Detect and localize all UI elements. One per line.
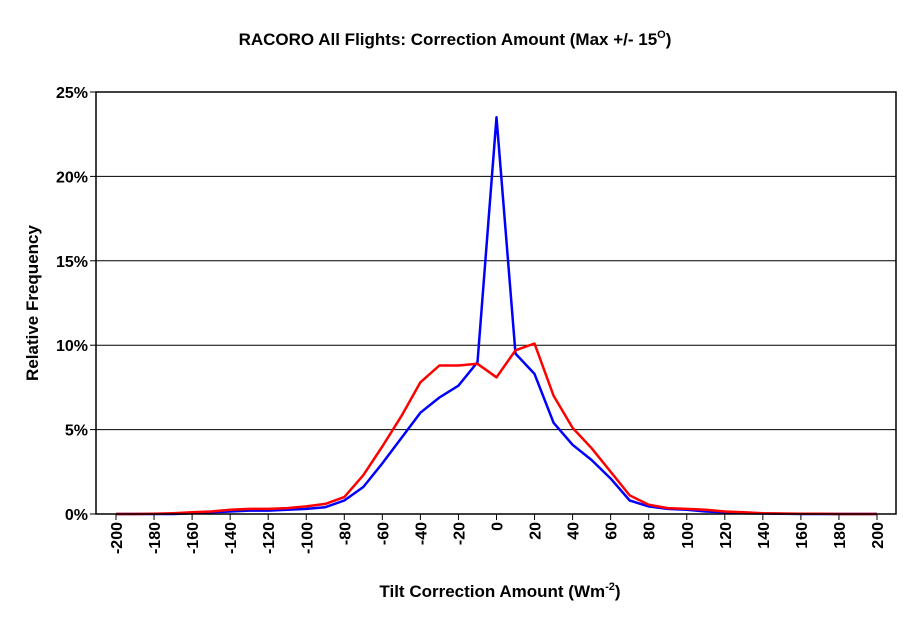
- x-tick-label: -160: [185, 522, 202, 554]
- x-tick-label: 200: [870, 522, 887, 549]
- y-tick-label: 25%: [56, 85, 88, 102]
- x-axis-ticks: -200 -180 -160 -140 -120 -100 -80 -60 -40 -20 0 20 4…: [109, 514, 887, 554]
- y-tick-label: 15%: [56, 254, 88, 271]
- x-tick-label: -80: [337, 522, 354, 545]
- x-tick-label: 60: [604, 522, 621, 540]
- x-tick-label: 140: [756, 522, 773, 549]
- x-tick-label: 180: [832, 522, 849, 549]
- y-tick-label: 10%: [56, 338, 88, 355]
- x-tick-label: 160: [794, 522, 811, 549]
- plot-area: [96, 92, 896, 514]
- y-tick-label: 5%: [65, 423, 88, 440]
- x-tick-label: 40: [566, 522, 583, 540]
- x-axis-label: Tilt Correction Amount (Wm-2): [379, 581, 620, 601]
- y-axis-ticks: 0% 5% 10% 15% 20% 25%: [56, 85, 96, 524]
- x-tick-label: -20: [451, 522, 468, 545]
- x-tick-label: -120: [261, 522, 278, 554]
- x-tick-label: -180: [147, 522, 164, 554]
- x-tick-label: -200: [109, 522, 126, 554]
- x-tick-label: -140: [223, 522, 240, 554]
- chart-title: RACORO All Flights: Correction Amount (M…: [239, 29, 672, 49]
- x-tick-label: 100: [680, 522, 697, 549]
- x-tick-label: -60: [375, 522, 392, 545]
- y-tick-label: 20%: [56, 169, 88, 186]
- x-tick-label: 80: [642, 522, 659, 540]
- x-tick-label: -40: [413, 522, 430, 545]
- x-tick-label: 120: [718, 522, 735, 549]
- y-axis-label: Relative Frequency: [23, 225, 42, 381]
- series-line-2: [116, 342, 877, 516]
- x-tick-label: 20: [528, 522, 545, 540]
- y-tick-label: 0%: [65, 507, 88, 524]
- x-tick-label: -100: [299, 522, 316, 554]
- x-tick-label: 0: [490, 522, 507, 531]
